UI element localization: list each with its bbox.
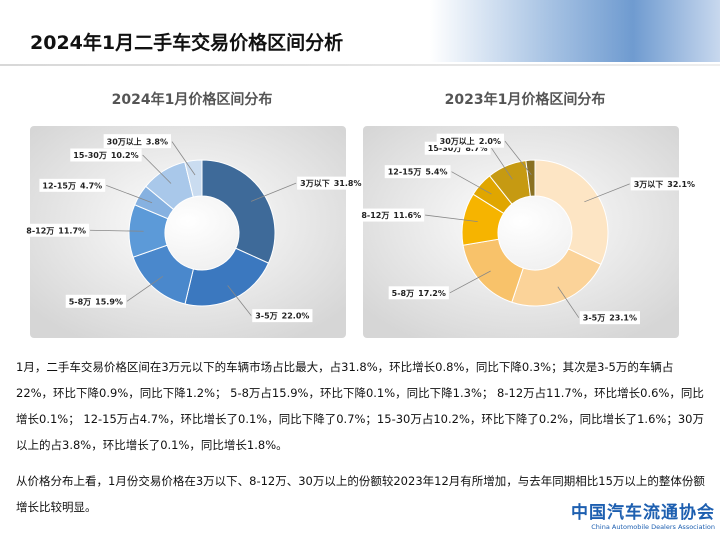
category-label: 3-5万 bbox=[583, 313, 605, 322]
category-label: 3万以下 bbox=[634, 179, 664, 188]
logo-english: China Automobile Dealers Association bbox=[591, 523, 715, 531]
category-label: 15-30万 bbox=[428, 144, 462, 153]
label-box bbox=[388, 286, 449, 300]
label-box bbox=[358, 208, 425, 222]
label-box bbox=[630, 177, 699, 191]
data-label: 5-8万 15.9% bbox=[69, 297, 123, 306]
category-label: 5-8万 bbox=[392, 288, 414, 297]
category-label: 12-15万 bbox=[42, 181, 76, 190]
slide-title: 2024年1月二手车交易价格区间分析 bbox=[30, 32, 344, 54]
value-label: 23.1% bbox=[609, 313, 637, 322]
category-label: 12-15万 bbox=[388, 167, 422, 176]
value-label: 2.0% bbox=[479, 137, 501, 146]
leader-line bbox=[90, 229, 144, 232]
value-label: 17.2% bbox=[418, 288, 446, 297]
category-label: 5-8万 bbox=[69, 297, 91, 306]
leader-line bbox=[250, 182, 297, 202]
chart-frame bbox=[30, 126, 346, 338]
value-label: 22.0% bbox=[282, 311, 310, 320]
title-rule bbox=[0, 64, 720, 66]
value-label: 11.6% bbox=[393, 211, 421, 220]
leader-line bbox=[504, 140, 532, 175]
category-label: 3-5万 bbox=[255, 311, 277, 320]
value-label: 3.8% bbox=[146, 137, 168, 146]
leader-line bbox=[425, 214, 478, 223]
paragraph: 1月，二手车交易价格区间在3万元以下的车辆市场占比最大，占31.8%，环比增长0… bbox=[16, 360, 704, 452]
data-label: 8-12万 11.7% bbox=[26, 226, 86, 235]
donut-slice bbox=[184, 159, 203, 198]
label-box bbox=[297, 176, 365, 190]
label-box bbox=[103, 134, 171, 149]
donut-slice bbox=[525, 159, 536, 197]
value-label: 15.9% bbox=[95, 297, 123, 306]
logo-name: 中国汽车流通协会 bbox=[571, 503, 715, 523]
chart-title: 2023年1月价格区间分布 bbox=[445, 91, 606, 108]
category-label: 30万以上 bbox=[440, 136, 475, 146]
leader-line bbox=[142, 154, 172, 184]
data-label: 8-12万 11.6% bbox=[361, 211, 421, 220]
category-label: 8-12万 bbox=[26, 226, 54, 235]
data-label: 3-5万 23.1% bbox=[583, 313, 637, 322]
data-label: 3万以下 32.1% bbox=[634, 179, 695, 188]
category-label: 3万以下 bbox=[300, 179, 330, 188]
value-label: 4.7% bbox=[80, 181, 102, 190]
category-label: 30万以上 bbox=[107, 136, 142, 146]
category-label: 8-12万 bbox=[361, 211, 389, 220]
leader-line bbox=[557, 286, 580, 318]
value-label: 11.7% bbox=[58, 226, 86, 235]
data-label: 30万以上 2.0% bbox=[440, 136, 501, 146]
data-label: 12-15万 5.4% bbox=[388, 167, 448, 176]
label-box bbox=[579, 311, 641, 325]
chart-title: 2024年1月价格区间分布 bbox=[112, 91, 273, 108]
donut-slice bbox=[534, 159, 609, 266]
value-label: 5.4% bbox=[425, 167, 447, 176]
leader-line bbox=[227, 285, 252, 316]
leader-line bbox=[449, 270, 491, 294]
label-box bbox=[23, 223, 90, 237]
value-label: 32.1% bbox=[667, 179, 695, 188]
label-box bbox=[436, 133, 504, 148]
data-label: 15-30万 10.2% bbox=[73, 150, 138, 159]
leader-line bbox=[584, 183, 630, 203]
label-box bbox=[384, 165, 451, 179]
chart-frame bbox=[363, 126, 679, 338]
data-label: 15-30万 8.7% bbox=[428, 144, 488, 153]
value-label: 31.8% bbox=[334, 179, 362, 188]
leader-line bbox=[171, 141, 196, 176]
logo: 中国汽车流通协会 China Automobile Dealers Associ… bbox=[555, 498, 715, 531]
donut-slice bbox=[201, 159, 276, 264]
leader-line bbox=[126, 276, 164, 302]
header-decoration bbox=[430, 0, 720, 62]
data-label: 12-15万 4.7% bbox=[42, 181, 102, 190]
label-box bbox=[252, 309, 313, 323]
label-box bbox=[65, 294, 126, 308]
data-label: 30万以上 3.8% bbox=[107, 136, 168, 146]
data-label: 5-8万 17.2% bbox=[392, 288, 446, 297]
data-label: 3万以下 31.8% bbox=[300, 179, 361, 188]
value-label: 10.2% bbox=[111, 150, 139, 159]
value-label: 8.7% bbox=[465, 144, 487, 153]
leader-line bbox=[451, 171, 492, 195]
paragraph: 从价格分布上看，1月份交易价格在3万以下、8-12万、30万以上的份额较2023… bbox=[16, 474, 705, 514]
label-box bbox=[70, 148, 142, 162]
label-box bbox=[39, 178, 106, 192]
leader-line bbox=[491, 147, 513, 180]
data-label: 3-5万 22.0% bbox=[255, 311, 309, 320]
leader-line bbox=[106, 184, 153, 204]
category-label: 15-30万 bbox=[73, 150, 107, 159]
